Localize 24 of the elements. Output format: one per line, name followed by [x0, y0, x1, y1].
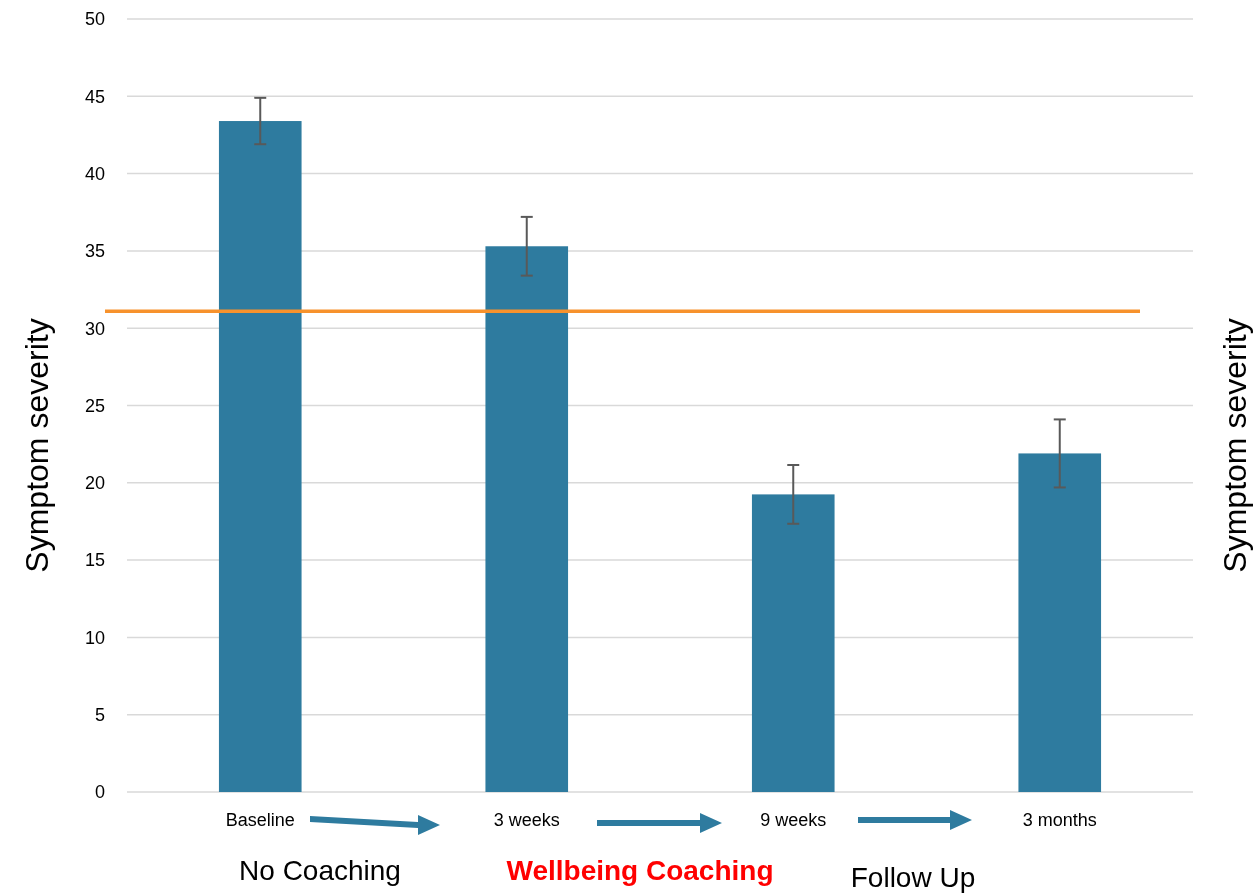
y-axis-title: Symptom severity — [19, 318, 55, 573]
y2-axis-title: Symptom severity — [1217, 318, 1253, 573]
text: Follow Up — [850, 861, 976, 893]
bar — [218, 121, 302, 792]
y-tick-label: 0 — [94, 782, 105, 803]
x-tick-label: Baseline — [225, 810, 295, 831]
x-tick-label: 3 weeks — [493, 810, 560, 831]
x-tick-label: 9 weeks — [760, 810, 827, 831]
y-tick-label: 15 — [84, 550, 105, 571]
bar — [485, 246, 569, 792]
y-tick-label: 40 — [84, 163, 105, 184]
text: Wellbeing Coaching — [506, 854, 774, 886]
y-tick-label: 30 — [84, 318, 105, 339]
y-tick-label: 20 — [84, 473, 105, 494]
y-tick-label: 10 — [84, 627, 105, 648]
text: No Coaching — [239, 854, 401, 886]
bar — [751, 494, 835, 792]
y-tick-label: 50 — [84, 9, 105, 30]
y-tick-label: 25 — [84, 395, 105, 416]
bar — [1018, 453, 1102, 792]
x-tick-label: 3 months — [1022, 810, 1097, 831]
y-tick-label: 5 — [94, 705, 105, 725]
y-tick-label: 45 — [84, 86, 105, 107]
y-tick-label: 35 — [84, 241, 105, 262]
